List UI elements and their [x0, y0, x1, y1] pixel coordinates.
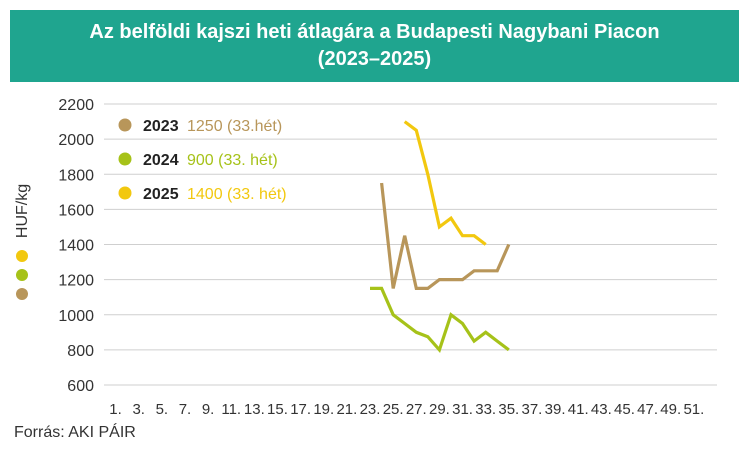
x-tick-label: 19. — [313, 401, 334, 418]
legend: 2023 1250 (33.hét) 2024 900 (33. hét) 2025 14… — [118, 118, 287, 203]
y-tick-label: 2000 — [58, 132, 94, 149]
x-tick-label: 13. — [244, 401, 265, 418]
legend-marker-2025 — [118, 186, 132, 200]
legend-marker-2023 — [118, 118, 132, 132]
x-tick-label: 21. — [336, 401, 357, 418]
y-tick-label: 1200 — [58, 273, 94, 290]
x-tick-label: 37. — [522, 401, 543, 418]
x-tick-label: 3. — [132, 401, 145, 418]
x-tick-label: 33. — [475, 401, 496, 418]
ylabel-marker-2024 — [16, 269, 28, 281]
series-line-2025 — [403, 120, 487, 246]
legend-annotation-2025: 1400 (33. hét) — [187, 186, 287, 203]
x-axis-ticks: 1. 3. 5. 7. 9. 11. 13. 15. 17. 19. 21. 23. 25. 27. 29.… — [109, 401, 704, 418]
x-tick-label: 29. — [429, 401, 450, 418]
x-tick-label: 1. — [109, 401, 122, 418]
x-tick-label: 35. — [498, 401, 519, 418]
y-tick-label: 1600 — [58, 202, 94, 219]
x-tick-label: 7. — [179, 401, 192, 418]
x-tick-label: 23. — [360, 401, 381, 418]
x-tick-label: 39. — [545, 401, 566, 418]
legend-name-2025: 2025 — [143, 186, 179, 203]
y-tick-label: 600 — [67, 378, 94, 395]
ylabel-marker-2023 — [16, 288, 28, 300]
x-tick-label: 47. — [637, 401, 658, 418]
x-tick-label: 49. — [660, 401, 681, 418]
y-axis-label-group: HUF/kg — [14, 184, 31, 300]
y-axis-ticks: 600 800 1000 1200 1400 1600 1800 2000 2200 — [58, 97, 94, 395]
x-tick-label: 25. — [383, 401, 404, 418]
y-tick-label: 2200 — [58, 97, 94, 114]
x-tick-label: 31. — [452, 401, 473, 418]
legend-name-2024: 2024 — [143, 152, 179, 169]
x-tick-label: 5. — [156, 401, 169, 418]
x-tick-label: 15. — [267, 401, 288, 418]
x-tick-label: 27. — [406, 401, 427, 418]
y-tick-label: 800 — [67, 343, 94, 360]
series-line-2024 — [370, 286, 510, 354]
legend-annotation-2024: 900 (33. hét) — [187, 152, 278, 169]
y-tick-label: 1400 — [58, 238, 94, 255]
y-tick-label: 1000 — [58, 308, 94, 325]
series-lines — [370, 120, 511, 354]
chart-title: Az belföldi kajszi heti átlagára a Budap… — [10, 10, 739, 82]
x-tick-label: 51. — [683, 401, 704, 418]
x-tick-label: 41. — [568, 401, 589, 418]
x-tick-label: 11. — [221, 401, 241, 418]
legend-name-2023: 2023 — [143, 118, 179, 135]
gridlines — [104, 103, 717, 386]
chart-title-line2: (2023–2025) — [317, 48, 432, 70]
legend-annotation-2023: 1250 (33.hét) — [187, 118, 282, 135]
y-axis-label: HUF/kg — [14, 184, 31, 238]
x-tick-label: 9. — [202, 401, 215, 418]
x-tick-label: 45. — [614, 401, 635, 418]
ylabel-marker-2025 — [16, 250, 28, 262]
legend-marker-2024 — [118, 152, 132, 166]
chart-title-line1: Az belföldi kajszi heti átlagára a Budap… — [89, 21, 660, 43]
y-tick-label: 1800 — [58, 167, 94, 184]
source-note: Forrás: AKI PÁIR — [14, 424, 136, 441]
x-tick-label: 17. — [290, 401, 311, 418]
x-tick-label: 43. — [591, 401, 612, 418]
series-line-2023 — [380, 182, 511, 290]
